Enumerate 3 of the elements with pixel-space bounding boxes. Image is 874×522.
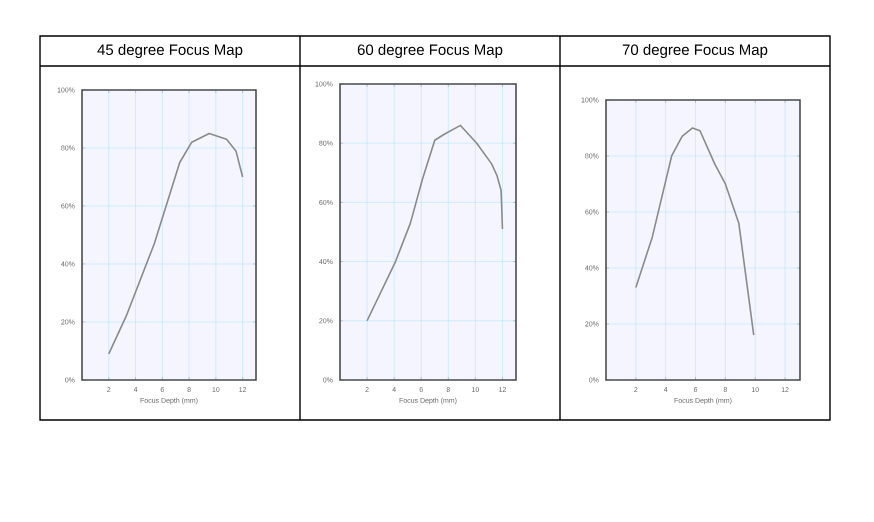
line-series xyxy=(366,124,504,322)
line-series xyxy=(635,127,755,336)
line-series xyxy=(107,132,244,355)
